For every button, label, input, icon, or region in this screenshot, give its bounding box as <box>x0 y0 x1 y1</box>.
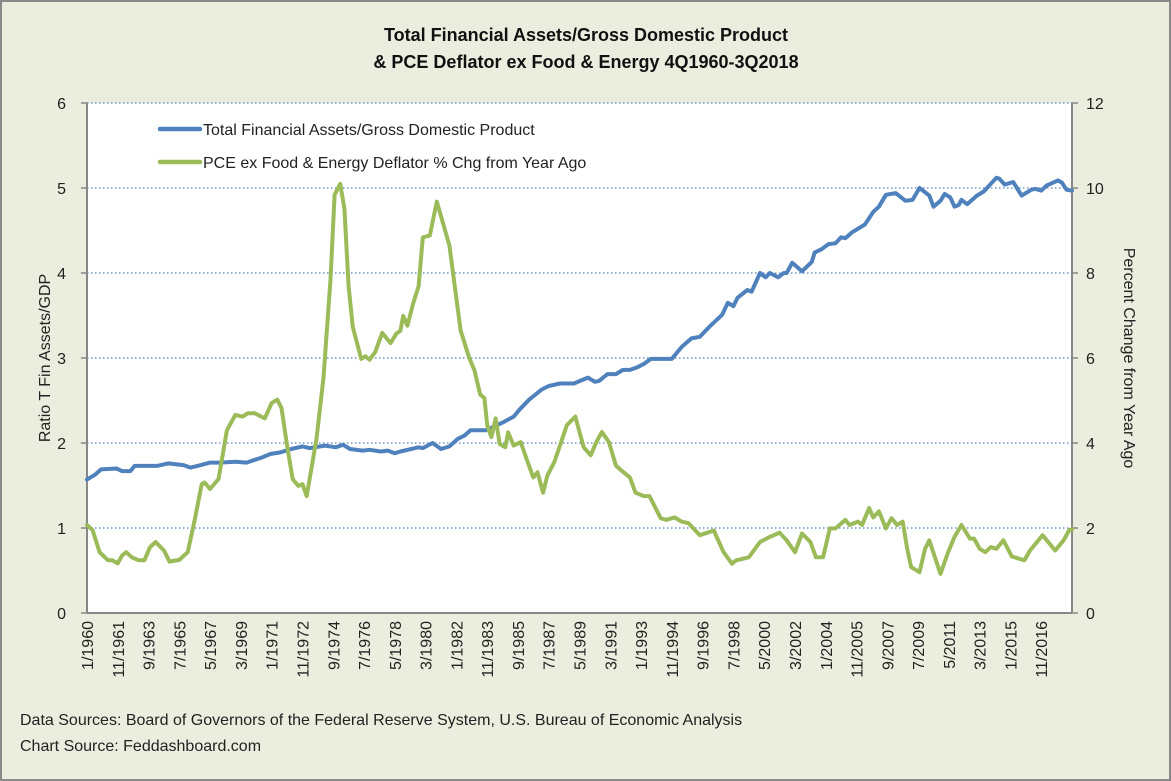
y-tick-label-right: 6 <box>1086 351 1095 368</box>
y-tick-label-left: 0 <box>57 606 66 623</box>
y-axis-label-right: Percent Change from Year Ago <box>1120 248 1137 469</box>
x-tick-label: 11/2005 <box>850 621 867 678</box>
y-tick-label-right: 4 <box>1086 436 1095 453</box>
x-tick-label: 7/2009 <box>911 621 928 670</box>
x-tick-label: 5/1989 <box>573 621 590 670</box>
x-tick-label: 3/1969 <box>234 621 251 670</box>
x-tick-label: 9/1974 <box>326 621 343 670</box>
y-tick-label-left: 4 <box>57 266 66 283</box>
x-tick-label: 7/1976 <box>357 621 374 670</box>
y-tick-label-left: 2 <box>57 436 66 453</box>
x-tick-label: 7/1987 <box>542 621 559 670</box>
chart-title-line-1: Total Financial Assets/Gross Domestic Pr… <box>384 25 788 45</box>
y-tick-label-right: 0 <box>1086 606 1095 623</box>
x-tick-label: 1/1960 <box>80 621 97 670</box>
series-line-pce-deflator <box>85 181 1074 576</box>
y-axis-label-left: Ratio T Fin Assets/GDP <box>37 274 54 442</box>
x-tick-label: 3/1991 <box>603 621 620 670</box>
legend-label-pce-deflator: PCE ex Food & Energy Deflator % Chg from… <box>203 155 586 172</box>
legend: Total Financial Assets/Gross Domestic Pr… <box>157 122 586 172</box>
y-tick-label-left: 6 <box>57 96 66 113</box>
chart-source-note: Chart Source: Feddashboard.com <box>20 738 261 755</box>
x-tick-label: 1/2015 <box>1003 621 1020 670</box>
x-tick-label: 1/2004 <box>819 621 836 670</box>
x-tick-label: 11/1972 <box>295 621 312 678</box>
y-tick-label-right: 12 <box>1086 96 1104 113</box>
legend-label-financial-assets: Total Financial Assets/Gross Domestic Pr… <box>203 122 535 139</box>
x-tick-label: 5/1967 <box>203 621 220 670</box>
x-tick-label: 11/1983 <box>480 621 497 678</box>
x-tick-label: 1/1971 <box>265 621 282 670</box>
data-sources-note: Data Sources: Board of Governors of the … <box>20 712 742 729</box>
x-tick-label: 9/1963 <box>142 621 159 670</box>
x-tick-label: 1/1982 <box>449 621 466 670</box>
x-tick-label: 9/1996 <box>696 621 713 670</box>
x-tick-label: 1/1993 <box>634 621 651 670</box>
x-tick-label: 11/1994 <box>665 621 682 678</box>
chart-title-line-2: & PCE Deflator ex Food & Energy 4Q1960-3… <box>373 52 798 72</box>
y-tick-label-left: 3 <box>57 351 66 368</box>
y-tick-label-right: 8 <box>1086 266 1095 283</box>
x-tick-label: 3/2002 <box>788 621 805 670</box>
x-tick-label: 5/2011 <box>942 621 959 669</box>
y-tick-label-left: 1 <box>57 521 66 538</box>
x-tick-label: 5/1978 <box>388 621 405 670</box>
x-tick-label: 5/2000 <box>757 621 774 670</box>
y-tick-label-left: 5 <box>57 181 66 198</box>
x-tick-label: 9/1985 <box>511 621 528 670</box>
x-tick-label: 11/1961 <box>111 621 128 678</box>
x-tick-label: 9/2007 <box>880 621 897 670</box>
y-tick-label-right: 2 <box>1086 521 1095 538</box>
x-tick-label: 7/1965 <box>172 621 189 670</box>
x-tick-label: 3/2013 <box>973 621 990 670</box>
x-tick-label: 11/2016 <box>1034 621 1051 678</box>
y-tick-label-right: 10 <box>1086 181 1104 198</box>
x-tick-label: 7/1998 <box>726 621 743 670</box>
x-tick-label: 3/1980 <box>419 621 436 670</box>
